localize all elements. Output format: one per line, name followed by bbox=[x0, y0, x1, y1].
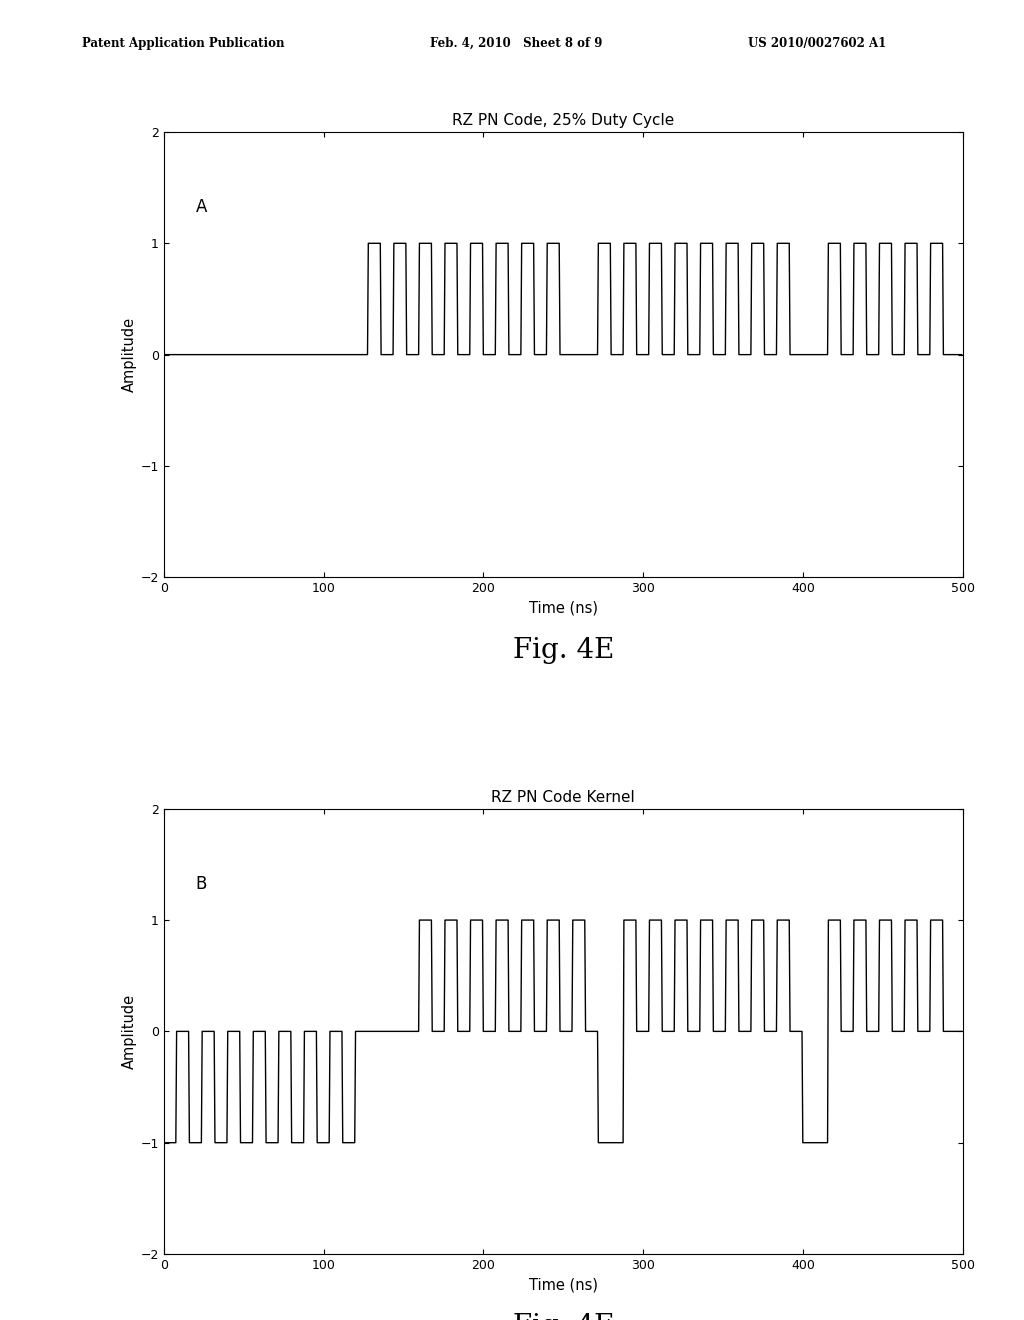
Text: Feb. 4, 2010   Sheet 8 of 9: Feb. 4, 2010 Sheet 8 of 9 bbox=[430, 37, 602, 50]
Y-axis label: Amplitude: Amplitude bbox=[122, 994, 136, 1069]
Text: B: B bbox=[196, 875, 207, 892]
Text: A: A bbox=[196, 198, 207, 216]
Title: RZ PN Code Kernel: RZ PN Code Kernel bbox=[492, 789, 635, 805]
Text: Patent Application Publication: Patent Application Publication bbox=[82, 37, 285, 50]
Title: RZ PN Code, 25% Duty Cycle: RZ PN Code, 25% Duty Cycle bbox=[452, 114, 675, 128]
X-axis label: Time (ns): Time (ns) bbox=[528, 1278, 598, 1292]
Text: Fig. 4E: Fig. 4E bbox=[513, 636, 613, 664]
X-axis label: Time (ns): Time (ns) bbox=[528, 601, 598, 615]
Y-axis label: Amplitude: Amplitude bbox=[122, 317, 136, 392]
Text: US 2010/0027602 A1: US 2010/0027602 A1 bbox=[748, 37, 886, 50]
Text: Fig. 4F: Fig. 4F bbox=[513, 1313, 613, 1320]
